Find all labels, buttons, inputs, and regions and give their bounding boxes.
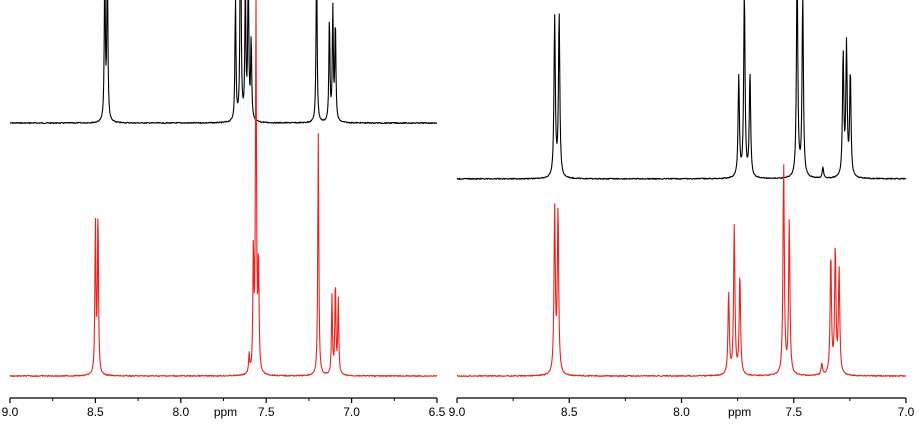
x-axis-label: ppm	[728, 405, 751, 419]
x-tick-label: 7.5	[785, 405, 802, 419]
x-tick-label: 7.0	[898, 405, 915, 419]
left-nmr-panel: 9.0 8.5 8.0 7.5 7.0 6.5 ppm	[2, 0, 446, 419]
x-tick-label: 9.0	[449, 405, 466, 419]
spectrum-trace-black	[456, 0, 907, 180]
x-tick-label: 9.0	[2, 405, 19, 419]
x-axis-label: ppm	[214, 405, 237, 419]
x-tick-label: 8.5	[87, 405, 104, 419]
spectrum-trace-red	[9, 0, 438, 378]
spectrum-trace-black	[9, 0, 438, 125]
spectrum-trace-red	[456, 164, 907, 378]
x-tick-label: 8.0	[673, 405, 690, 419]
x-tick-label: 7.5	[258, 405, 275, 419]
x-tick-label: 7.0	[343, 405, 360, 419]
x-tick-label: 8.0	[172, 405, 189, 419]
x-tick-label: 8.5	[561, 405, 578, 419]
x-tick-label: 6.5	[429, 405, 446, 419]
right-nmr-panel: 9.0 8.5 8.0 7.5 7.0 ppm	[449, 0, 915, 419]
